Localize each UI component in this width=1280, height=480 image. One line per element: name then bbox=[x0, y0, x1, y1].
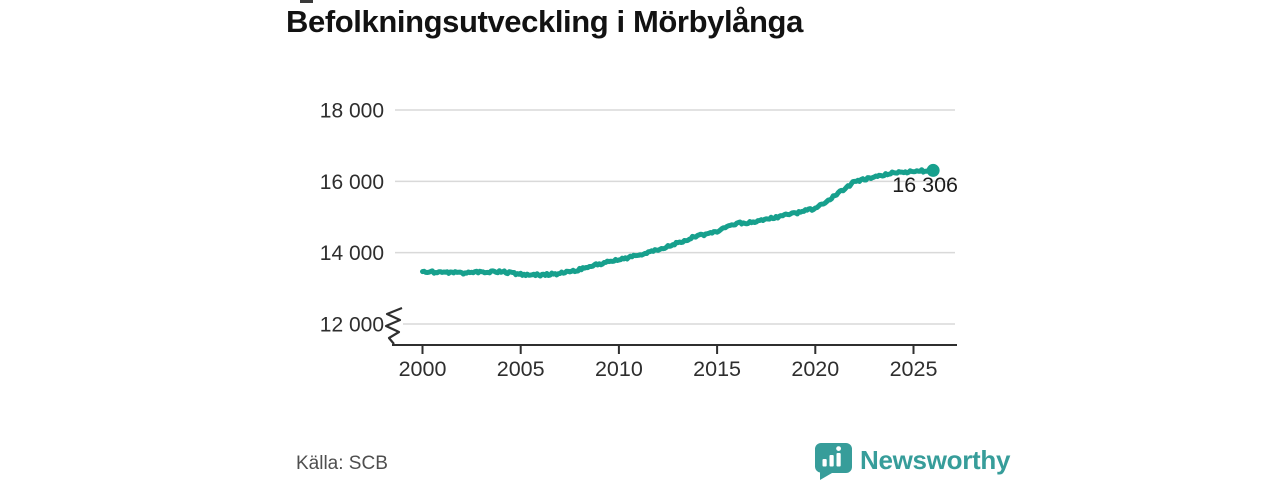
brand-name: Newsworthy bbox=[860, 445, 1011, 475]
crop-artifact-mark bbox=[300, 0, 313, 3]
x-axis-tick-label: 2020 bbox=[791, 357, 839, 381]
newsworthy-logo-icon bbox=[815, 443, 852, 480]
y-axis-tick-label: 18 000 bbox=[320, 100, 384, 123]
latest-value-label: 16 306 bbox=[892, 173, 958, 197]
x-axis-tick-label: 2010 bbox=[595, 357, 643, 381]
bar-chart-bar-medium bbox=[829, 455, 834, 467]
latest-value-marker bbox=[926, 163, 940, 177]
x-axis-tick-label: 2005 bbox=[497, 357, 545, 381]
brand-logo: Newsworthy bbox=[812, 441, 1010, 480]
x-axis-tick-label: 2025 bbox=[890, 357, 938, 381]
bar-chart-dot bbox=[836, 446, 841, 451]
y-axis-break-icon bbox=[384, 306, 403, 345]
bar-chart-bar-small bbox=[822, 459, 827, 467]
source-note: Källa: SCB bbox=[296, 453, 388, 474]
population-series-line bbox=[420, 167, 936, 279]
y-axis-tick-label: 16 000 bbox=[320, 171, 384, 194]
page-title: Befolkningsutveckling i Mörbylånga bbox=[286, 4, 803, 39]
y-axis-tick-label: 14 000 bbox=[320, 242, 384, 265]
x-axis-tick-label: 2015 bbox=[693, 357, 741, 381]
y-axis-tick-label: 12 000 bbox=[320, 314, 384, 337]
x-axis-tick-label: 2000 bbox=[399, 357, 447, 381]
bar-chart-bar-tall bbox=[836, 453, 841, 467]
